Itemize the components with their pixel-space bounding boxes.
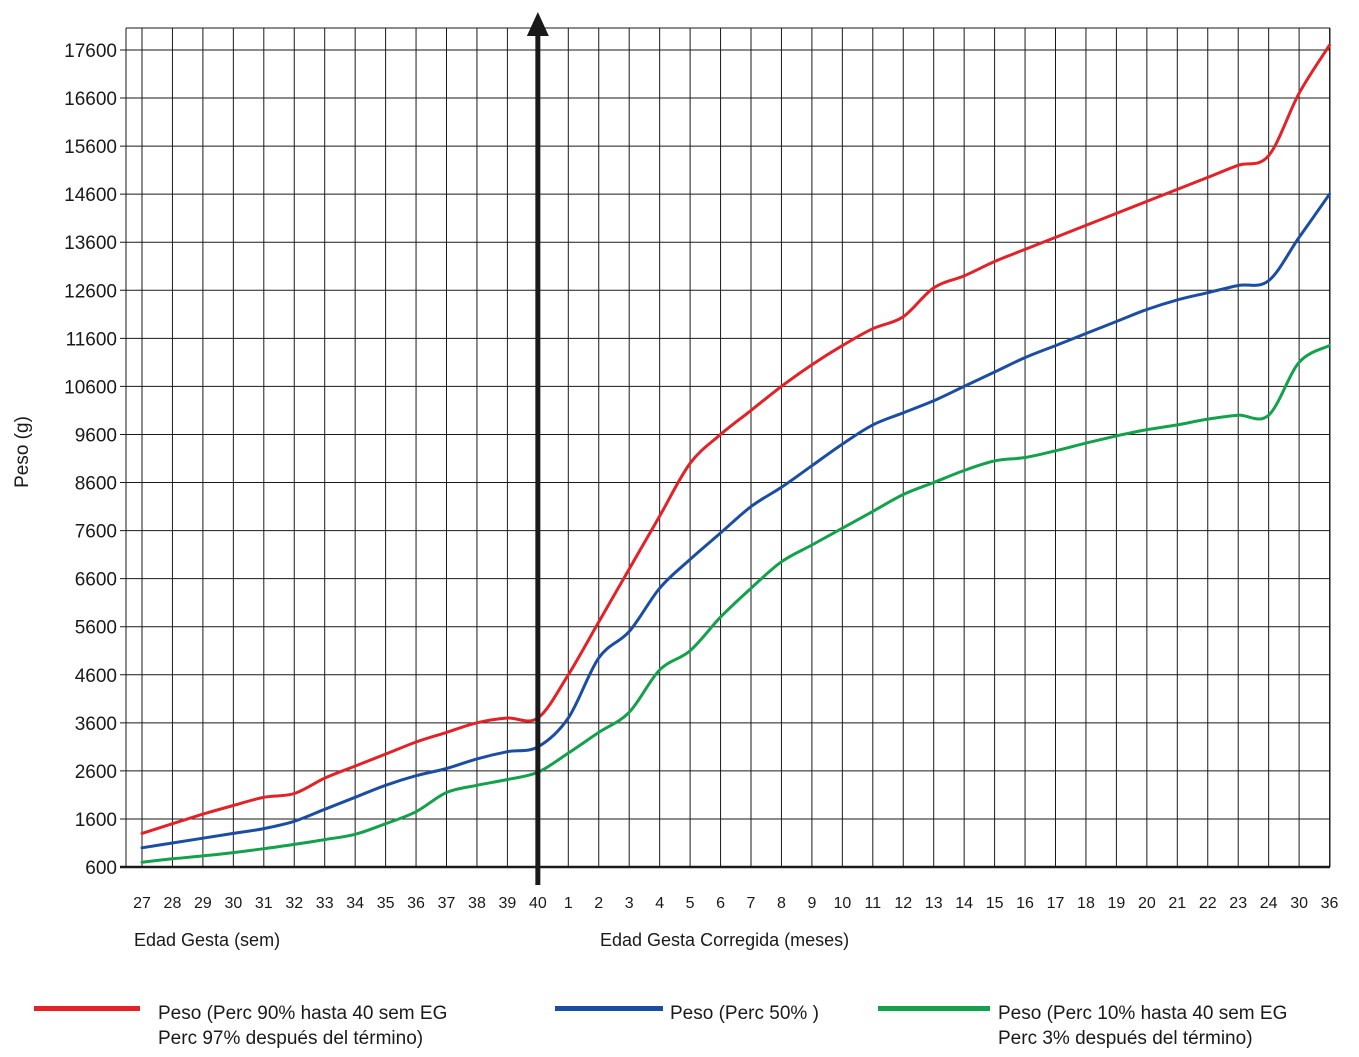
y-axis-label: Peso (g) — [12, 416, 33, 488]
y-tick-label: 13600 — [64, 233, 117, 254]
x-tick-label: 17 — [1047, 895, 1065, 912]
x-tick-label: 6 — [716, 895, 725, 912]
x-tick-label: 24 — [1260, 895, 1278, 912]
y-tick-label: 14600 — [64, 185, 117, 206]
x-tick-label: 18 — [1077, 895, 1095, 912]
x-tick-label: 40 — [529, 895, 547, 912]
x-tick-label: 8 — [777, 895, 786, 912]
series-line-2 — [140, 344, 1331, 864]
y-tick-label: 8600 — [75, 474, 117, 495]
x-tick-label: 36 — [1321, 895, 1339, 912]
x-tick-label: 23 — [1229, 895, 1247, 912]
y-tick-label: 17600 — [64, 41, 117, 62]
term-divider-arrowhead — [526, 12, 549, 36]
x-tick-label: 15 — [986, 895, 1004, 912]
y-tick-label: 9600 — [75, 425, 117, 446]
x-tick-label: 33 — [316, 895, 334, 912]
y-tick-label: 12600 — [64, 281, 117, 302]
legend-swatch-p50 — [555, 1006, 663, 1011]
x-tick-label: 22 — [1199, 895, 1217, 912]
x-tick-label: 31 — [255, 895, 273, 912]
x-tick-label: 39 — [499, 895, 517, 912]
y-tick-label: 16600 — [64, 89, 117, 110]
x-tick-label: 34 — [346, 895, 364, 912]
y-tick-label: 7600 — [75, 522, 117, 543]
x-tick-labels: 27 28 29 30 31 32 33 34 35 36 37 38 39 40 1 2 3 4 5 6 7 8 9 10 1… — [133, 895, 1338, 912]
term-divider — [526, 12, 549, 885]
y-tick-label: 5600 — [75, 618, 117, 639]
legend-label-p50: Peso (Perc 50% ) — [670, 1003, 819, 1024]
y-tick-label: 11600 — [66, 329, 117, 350]
y-tick-labels: 600 1600 2600 3600 4600 5600 6600 7600 8600 9600 1… — [64, 41, 117, 879]
x-tick-label: 27 — [133, 895, 151, 912]
y-tick-label: 15600 — [64, 137, 117, 158]
legend-swatch-p90 — [34, 1006, 140, 1011]
y-tick-label: 10600 — [64, 377, 117, 398]
series-line-0 — [140, 43, 1331, 835]
x-tick-label: 19 — [1108, 895, 1126, 912]
series-line-1 — [140, 192, 1331, 850]
x-tick-label: 20 — [1138, 895, 1156, 912]
x-tick-label: 7 — [747, 895, 756, 912]
grid — [120, 27, 1331, 869]
y-tick-label: 4600 — [75, 666, 117, 687]
x-tick-label: 13 — [925, 895, 943, 912]
x-tick-label: 36 — [407, 895, 425, 912]
x-tick-label: 2 — [594, 895, 603, 912]
x-tick-label: 5 — [686, 895, 695, 912]
x-tick-label: 10 — [833, 895, 851, 912]
x-tick-label: 21 — [1168, 895, 1186, 912]
x-tick-label: 29 — [194, 895, 212, 912]
x-tick-label: 30 — [224, 895, 242, 912]
x-tick-label: 32 — [285, 895, 303, 912]
x-tick-label: 4 — [655, 895, 664, 912]
y-tick-label: 2600 — [75, 762, 117, 783]
x-tick-label: 16 — [1016, 895, 1034, 912]
legend-label-p10: Peso (Perc 10% hasta 40 sem EG Perc 3% d… — [998, 1003, 1288, 1049]
x-tick-label: 38 — [468, 895, 486, 912]
x-tick-label: 11 — [864, 895, 881, 912]
x-tick-label: 9 — [807, 895, 816, 912]
x-tick-label: 30 — [1290, 895, 1308, 912]
x-tick-label: 12 — [894, 895, 912, 912]
x-tick-label: 14 — [955, 895, 973, 912]
x-tick-label: 35 — [377, 895, 395, 912]
y-tick-label: 1600 — [75, 810, 117, 831]
y-tick-label: 3600 — [75, 714, 117, 735]
y-tick-label: 6600 — [75, 570, 117, 591]
y-tick-label: 600 — [85, 858, 117, 879]
x-caption-months: Edad Gesta Corregida (meses) — [600, 930, 850, 950]
legend-label-p90: Peso (Perc 90% hasta 40 sem EG Perc 97% … — [158, 1003, 448, 1049]
x-tick-label: 1 — [564, 895, 573, 912]
x-tick-label: 28 — [164, 895, 182, 912]
x-tick-label: 37 — [438, 895, 456, 912]
series-lines — [140, 43, 1331, 864]
x-tick-label: 3 — [625, 895, 634, 912]
legend-swatch-p10 — [878, 1006, 990, 1011]
x-caption-weeks: Edad Gesta (sem) — [134, 930, 281, 950]
